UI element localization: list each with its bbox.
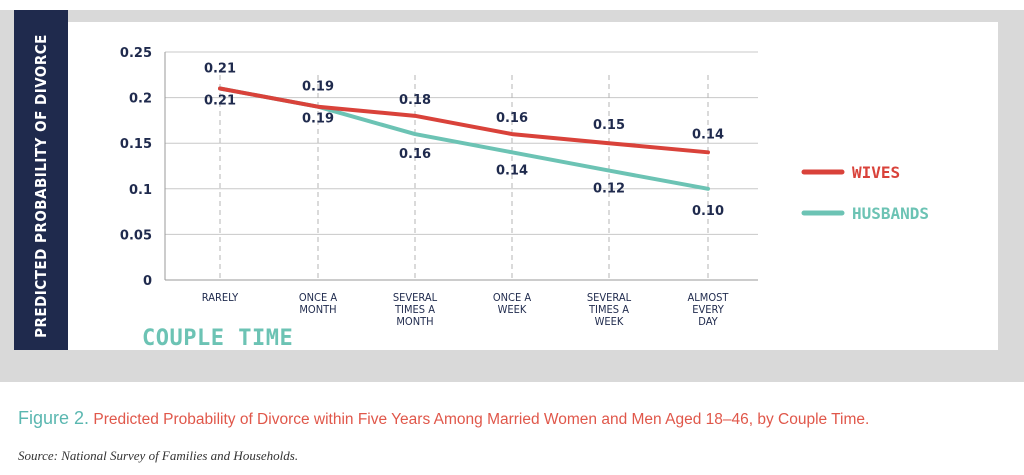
- y-tick-label: 0.25: [120, 46, 152, 61]
- y-tick-label: 0: [143, 274, 152, 289]
- data-label: 0.15: [593, 118, 625, 133]
- y-tick-label: 0.2: [129, 92, 152, 107]
- source-note: Source: National Survey of Families and …: [18, 448, 299, 463]
- data-label: 0.21: [204, 61, 236, 76]
- chart-panel: [14, 22, 998, 350]
- legend-label: WIVES: [852, 163, 900, 182]
- figure-number: Figure 2.: [18, 408, 90, 428]
- x-tick-label: ALMOST EVERY DAY: [688, 291, 730, 328]
- data-label: 0.19: [302, 112, 334, 127]
- y-axis-bar: [14, 10, 68, 350]
- y-tick-label: 0.05: [120, 228, 152, 243]
- legend-label: HUSBANDS: [852, 204, 929, 223]
- data-label: 0.21: [204, 93, 236, 108]
- y-tick-label: 0.15: [120, 137, 152, 152]
- x-tick-label: ONCE A WEEK: [493, 291, 531, 316]
- x-tick-label: SEVERAL TIMES A MONTH: [393, 291, 438, 328]
- data-label: 0.16: [496, 111, 528, 126]
- data-label: 0.10: [692, 204, 724, 219]
- x-tick-label: RARELY: [202, 291, 239, 304]
- data-label: 0.16: [399, 147, 431, 162]
- figure-caption: Figure 2. Predicted Probability of Divor…: [18, 408, 869, 429]
- x-tick-label: SEVERAL TIMES A WEEK: [587, 291, 632, 328]
- data-label: 0.14: [496, 163, 528, 178]
- data-label: 0.12: [593, 182, 625, 197]
- x-tick-label: ONCE A MONTH: [299, 291, 337, 316]
- series-line-wives: [218, 86, 710, 155]
- caption-text: Predicted Probability of Divorce within …: [93, 411, 870, 428]
- data-label: 0.19: [302, 80, 334, 95]
- data-label: 0.14: [692, 127, 724, 142]
- data-label: 0.18: [399, 93, 431, 108]
- x-axis-title: COUPLE TIME: [142, 326, 294, 351]
- y-tick-label: 0.1: [129, 183, 152, 198]
